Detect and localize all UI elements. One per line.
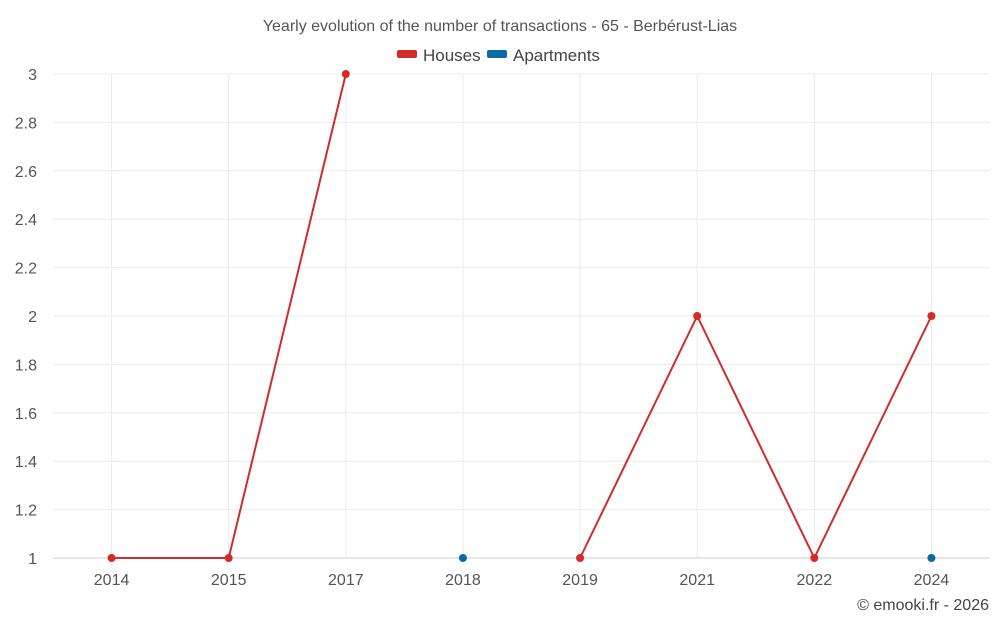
y-tick-label: 2.4 <box>15 212 37 229</box>
y-tick-label: 3 <box>28 67 37 84</box>
legend-swatch-houses <box>397 50 417 58</box>
data-point-houses[interactable] <box>693 312 702 320</box>
legend-label-houses: Houses <box>423 46 481 65</box>
y-tick-label: 1 <box>28 551 37 568</box>
series-line-houses <box>579 315 933 559</box>
x-tick-label: 2024 <box>914 572 950 589</box>
data-point-houses[interactable] <box>927 312 936 320</box>
data-point-houses[interactable] <box>107 554 116 562</box>
x-tick-label: 2014 <box>94 572 130 589</box>
y-axis: 1 1.2 1.4 1.6 1.8 2 2.2 2.4 2.6 2.8 3 <box>15 67 37 568</box>
data-point-houses[interactable] <box>224 554 233 562</box>
x-tick-label: 2019 <box>562 572 598 589</box>
x-tick-label: 2022 <box>797 572 833 589</box>
credit-text: © emooki.fr - 2026 <box>857 597 989 614</box>
x-tick-label: 2021 <box>679 572 715 589</box>
legend-swatch-apartments <box>487 50 507 58</box>
legend-label-apartments: Apartments <box>513 46 600 65</box>
y-tick-label: 1.8 <box>15 357 37 374</box>
data-point-houses[interactable] <box>341 70 350 78</box>
data-point-houses[interactable] <box>810 554 819 562</box>
grid <box>53 73 990 559</box>
data-point-houses[interactable] <box>576 554 585 562</box>
data-point-apartments[interactable] <box>458 554 467 562</box>
legend: Houses Apartments <box>397 46 600 65</box>
x-axis: 2014 2015 2017 2018 2019 2021 2022 2024 <box>94 572 950 589</box>
x-tick-label: 2015 <box>211 572 247 589</box>
y-tick-label: 2.6 <box>15 164 37 181</box>
x-tick-label: 2017 <box>328 572 364 589</box>
series-layer <box>107 70 936 562</box>
y-tick-label: 2 <box>28 309 37 326</box>
y-tick-label: 1.4 <box>15 454 37 471</box>
legend-item-apartments[interactable]: Apartments <box>487 46 600 65</box>
y-tick-label: 2.8 <box>15 115 37 132</box>
data-point-apartments[interactable] <box>927 554 936 562</box>
chart-title: Yearly evolution of the number of transa… <box>263 18 737 35</box>
legend-item-houses[interactable]: Houses <box>397 46 481 65</box>
y-tick-label: 1.2 <box>15 503 37 520</box>
x-tick-label: 2018 <box>445 572 481 589</box>
y-tick-label: 1.6 <box>15 406 37 423</box>
y-tick-label: 2.2 <box>15 261 37 278</box>
